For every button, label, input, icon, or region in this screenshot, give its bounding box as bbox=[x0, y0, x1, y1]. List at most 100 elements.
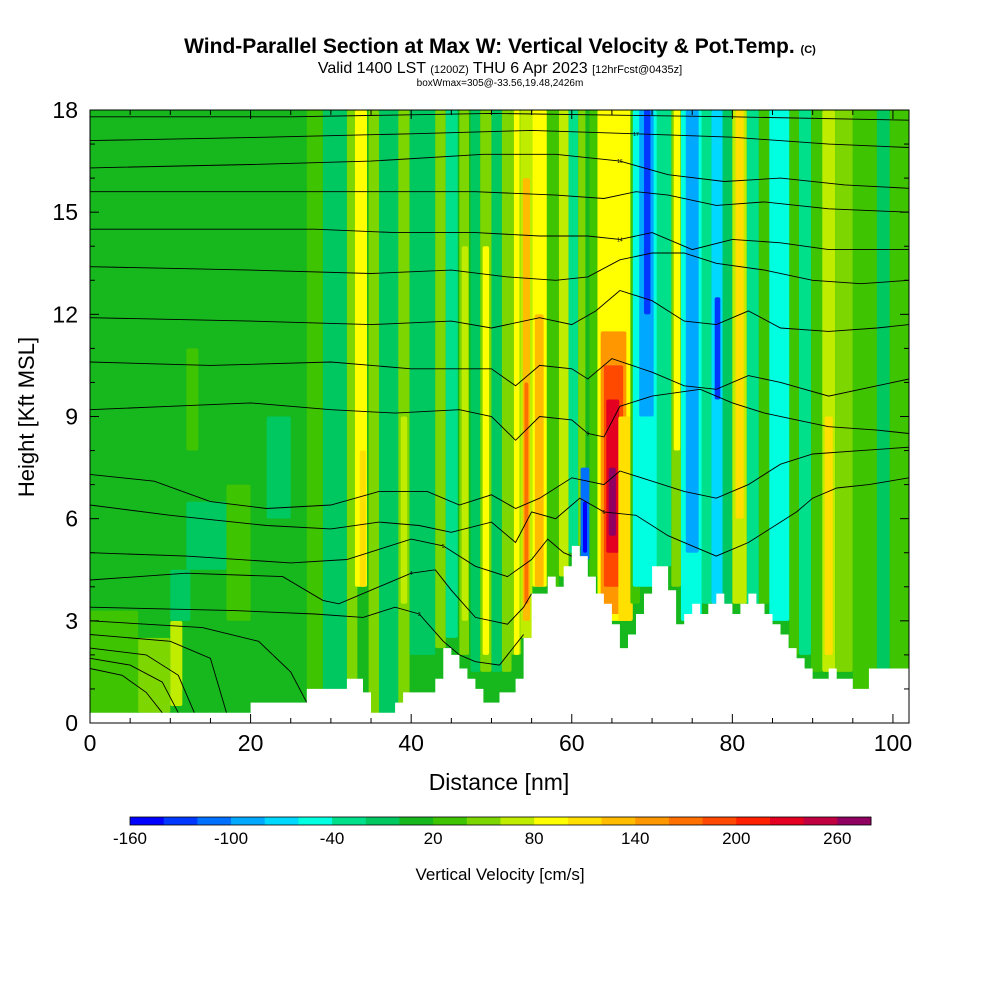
vv-band bbox=[186, 348, 199, 451]
colorbar-swatch bbox=[668, 817, 703, 825]
vv-band bbox=[359, 450, 367, 587]
vv-band bbox=[445, 110, 458, 638]
vv-band bbox=[409, 110, 436, 655]
terrain bbox=[90, 545, 909, 723]
vv-band bbox=[618, 416, 633, 621]
vv-band bbox=[589, 110, 600, 577]
colorbar-tick-label: 200 bbox=[722, 829, 750, 848]
colorbar-swatch bbox=[466, 817, 501, 825]
vv-band bbox=[758, 110, 770, 604]
vv-band bbox=[714, 297, 721, 400]
contour-label: 3 bbox=[418, 612, 421, 618]
vv-band bbox=[513, 110, 520, 655]
vv-band bbox=[322, 110, 347, 723]
colorbar-swatch bbox=[332, 817, 367, 825]
contour-label: 17 bbox=[633, 132, 639, 138]
colorbar-swatch bbox=[736, 817, 771, 825]
colorbar bbox=[129, 816, 872, 826]
colorbar-swatch bbox=[635, 817, 670, 825]
vv-band bbox=[400, 416, 408, 604]
contour-label: 9 bbox=[586, 432, 589, 438]
colorbar-swatch bbox=[231, 817, 266, 825]
vv-band bbox=[524, 382, 529, 604]
contour-label: 16 bbox=[617, 159, 623, 165]
theta-contour bbox=[90, 388, 909, 441]
chart-subtitle: Valid 1400 LST (1200Z) THU 6 Apr 2023 [1… bbox=[0, 61, 1000, 78]
vv-band bbox=[644, 110, 651, 315]
chart-title: Wind-Parallel Section at Max W: Vertical… bbox=[0, 36, 1000, 61]
colorbar-border bbox=[129, 816, 872, 826]
colorbar-swatch bbox=[601, 817, 636, 825]
x-axis-label: Distance [nm] bbox=[429, 769, 570, 795]
contour-label: 5 bbox=[442, 544, 445, 550]
vv-band bbox=[769, 110, 790, 621]
subtitle-utc: (1200Z) bbox=[430, 64, 469, 76]
vv-band bbox=[186, 501, 227, 570]
vv-band bbox=[722, 110, 733, 604]
vv-band bbox=[746, 110, 759, 604]
vv-band bbox=[811, 110, 823, 672]
theta-contour bbox=[90, 252, 909, 285]
contour-label: 6 bbox=[602, 510, 605, 516]
vv-band bbox=[379, 110, 400, 723]
vv-band bbox=[673, 110, 681, 451]
vv-band bbox=[170, 620, 183, 706]
y-tick-label: 18 bbox=[52, 97, 78, 123]
theta-contour bbox=[90, 538, 580, 578]
vv-band bbox=[835, 110, 853, 672]
y-axis-ticks: 0 3 6 9 12 15 18 bbox=[52, 97, 909, 736]
theta-contour bbox=[90, 153, 909, 189]
vv-band bbox=[656, 110, 672, 567]
theta-contour bbox=[90, 228, 909, 251]
vv-band bbox=[568, 110, 579, 553]
vv-band bbox=[889, 110, 909, 669]
vv-band bbox=[435, 110, 446, 649]
vv-band bbox=[608, 467, 616, 536]
colorbar-swatch bbox=[837, 817, 872, 825]
vv-band bbox=[461, 246, 469, 621]
vv-band bbox=[546, 110, 559, 587]
x-tick-label: 0 bbox=[84, 730, 97, 756]
vv-band bbox=[534, 314, 544, 587]
contour-label: 14 bbox=[617, 237, 623, 243]
colorbar-swatch bbox=[433, 817, 468, 825]
colorbar-tick-label: 20 bbox=[424, 829, 443, 848]
colorbar-swatch bbox=[365, 817, 400, 825]
subtitle-valid: Valid 1400 LST bbox=[317, 60, 426, 77]
colorbar-tick-label: -160 bbox=[113, 829, 147, 848]
colorbar-swatch bbox=[163, 817, 198, 825]
colorbar-swatch bbox=[500, 817, 535, 825]
vv-band bbox=[578, 110, 586, 546]
vv-band bbox=[306, 110, 323, 723]
y-axis-label: Height [Kft MSL] bbox=[14, 337, 39, 497]
theta-contour bbox=[90, 289, 909, 332]
colorbar-ticks: -160 -100 -40 20 80 140 200 260 bbox=[113, 829, 852, 848]
vv-band bbox=[798, 110, 812, 655]
vv-band bbox=[852, 110, 877, 689]
subtitle-date: THU 6 Apr 2023 bbox=[472, 60, 588, 77]
theta-contour bbox=[90, 620, 308, 703]
theta-contour bbox=[90, 129, 909, 148]
vv-band bbox=[824, 416, 833, 655]
theta-contour bbox=[90, 647, 195, 713]
subtitle-fcst: [12hrFcst@0435z] bbox=[592, 64, 683, 76]
vv-band bbox=[558, 110, 569, 577]
colorbar-tick-label: -100 bbox=[214, 829, 248, 848]
colorbar-swatch bbox=[130, 817, 165, 825]
theta-contour bbox=[90, 634, 227, 713]
vv-band bbox=[701, 110, 712, 604]
theta-contour bbox=[90, 668, 163, 714]
colorbar-swatch bbox=[567, 817, 602, 825]
vv-band bbox=[583, 501, 588, 553]
theta-contour bbox=[90, 446, 909, 510]
x-tick-label: 60 bbox=[559, 730, 585, 756]
vertical-velocity-field bbox=[90, 110, 909, 723]
vv-band bbox=[482, 246, 490, 655]
vv-band bbox=[470, 110, 481, 672]
contour-labels: 3 4 5 6 9 14 16 17 bbox=[410, 132, 639, 618]
x-tick-label: 40 bbox=[398, 730, 424, 756]
vv-band bbox=[685, 110, 699, 553]
y-tick-label: 3 bbox=[65, 608, 78, 634]
terrain-fill bbox=[90, 545, 909, 723]
